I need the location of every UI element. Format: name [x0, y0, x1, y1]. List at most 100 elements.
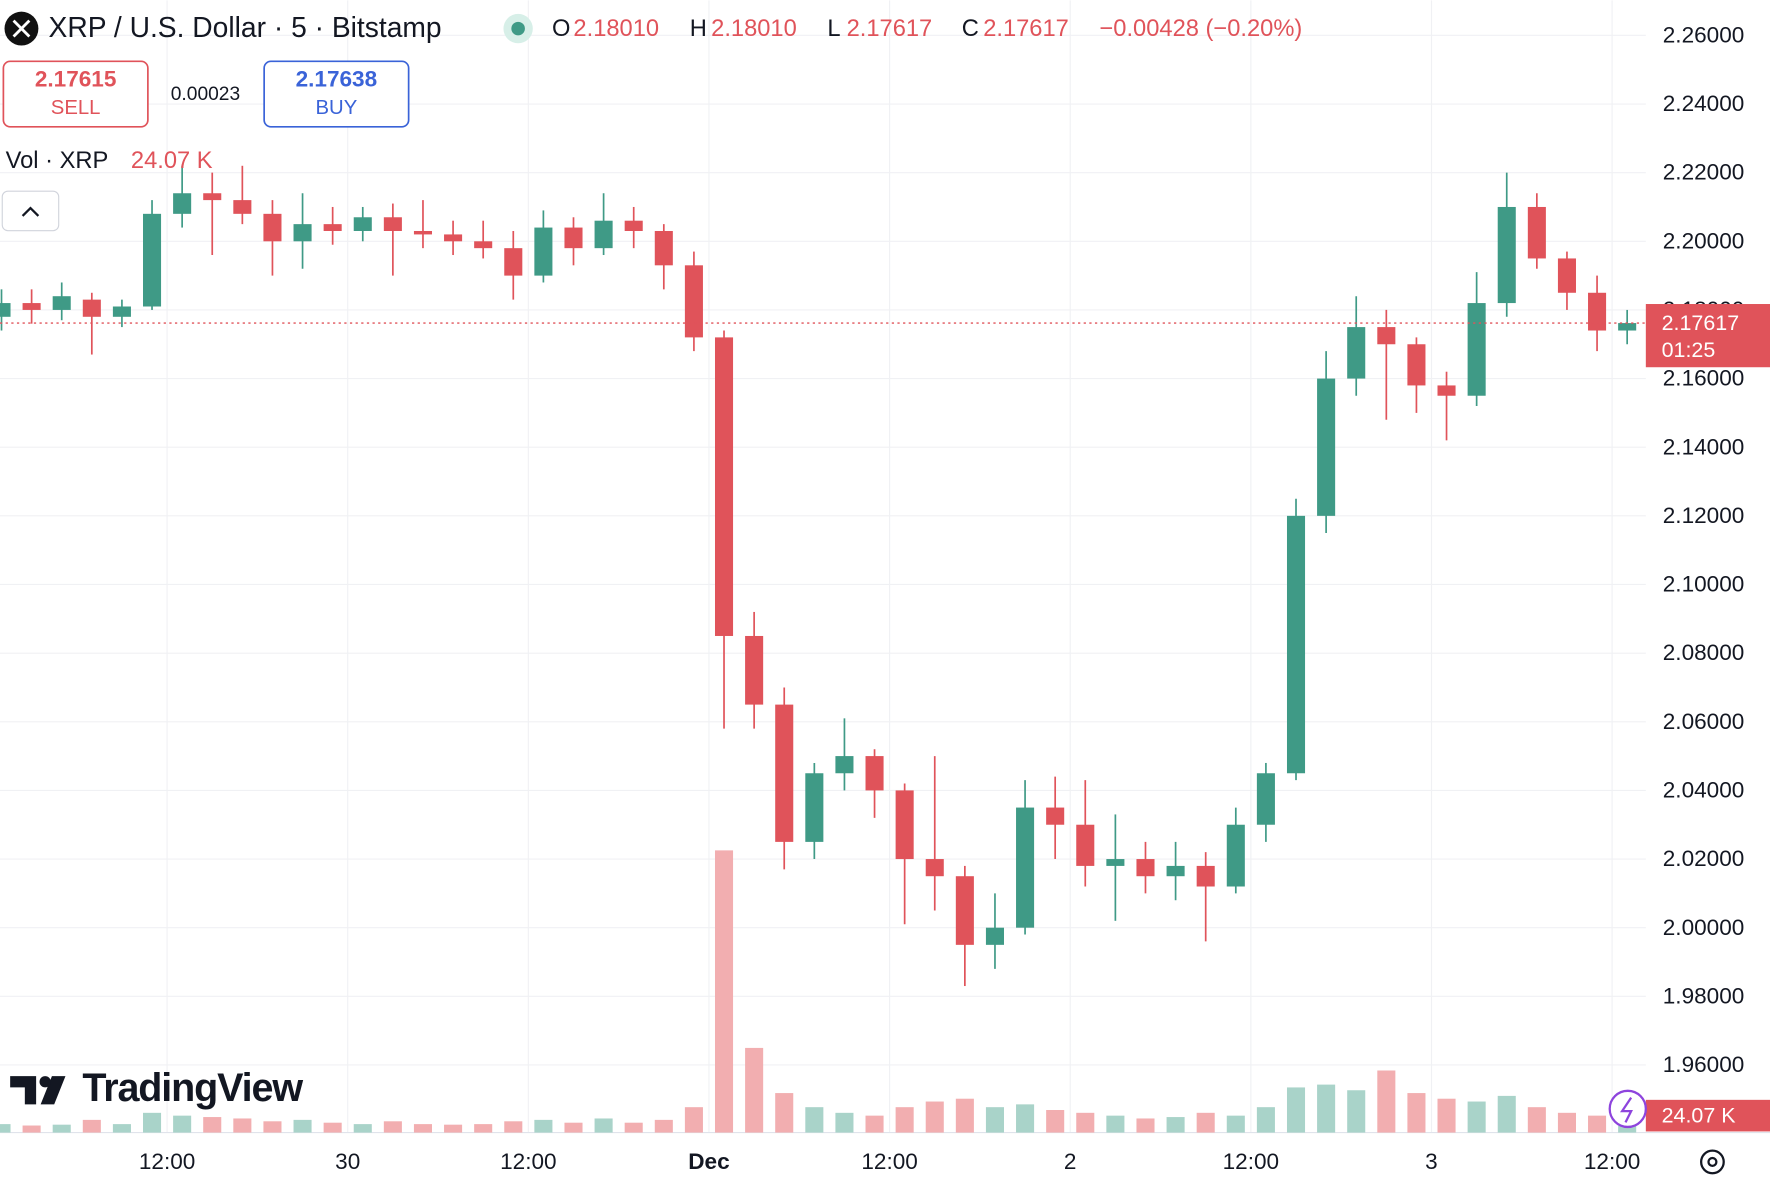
volume-bar [624, 1122, 643, 1133]
candle-body [1076, 824, 1095, 866]
candle-body [173, 193, 192, 214]
volume-bar [1557, 1112, 1576, 1133]
volume-bar [233, 1118, 252, 1133]
x-tick-label: Dec [688, 1149, 729, 1174]
candle-body [1377, 327, 1396, 345]
volume-bar [82, 1119, 101, 1133]
assistant-button[interactable] [1608, 1089, 1647, 1129]
x-tick-label: 3 [1425, 1149, 1438, 1174]
y-tick-label: 2.20000 [1663, 228, 1745, 253]
market-status-dot [511, 21, 525, 36]
logo-icon-dot [39, 1076, 51, 1088]
candle-body [925, 859, 944, 877]
candle-body [1407, 344, 1426, 386]
candle-body [1016, 807, 1035, 928]
volume-bar [293, 1119, 312, 1133]
candle-body [504, 248, 523, 276]
sell-price: 2.17615 [35, 66, 117, 91]
y-tick-label: 2.22000 [1663, 160, 1745, 185]
candle-body [624, 220, 643, 231]
candle-body [323, 224, 342, 231]
ohlc-label: L [827, 16, 840, 42]
candle-body [1286, 515, 1306, 774]
volume-bar [1016, 1104, 1035, 1133]
volume-bar [564, 1122, 583, 1133]
buy-price: 2.17638 [296, 66, 378, 91]
candle-body [714, 337, 734, 636]
settings-button[interactable] [1700, 1149, 1725, 1175]
ohlc-value: 2.18010 [711, 16, 797, 42]
candle-body [52, 296, 71, 310]
logo: TradingView [10, 1066, 304, 1110]
volume-bar [142, 1112, 162, 1133]
volume-bar [353, 1124, 372, 1133]
volume-bar [504, 1121, 523, 1133]
last-price-badge [1645, 304, 1770, 368]
candle-body [22, 303, 41, 310]
candle-body [1136, 859, 1155, 877]
x-tick-label: 12:00 [139, 1149, 195, 1174]
volume-bar [1497, 1095, 1516, 1133]
x-tick-label: 30 [335, 1149, 360, 1174]
volume-bar [112, 1124, 131, 1133]
symbol-title[interactable]: XRP / U.S. Dollar · 5 · Bitstamp [49, 11, 442, 43]
candle-body [895, 790, 914, 860]
y-tick-label: 2.00000 [1663, 915, 1745, 940]
volume-bar [714, 850, 734, 1133]
candle-body [112, 306, 131, 317]
volume-bar [835, 1112, 854, 1133]
volume-badge-text: 24.07 K [1662, 1103, 1737, 1127]
sell-button[interactable] [2, 60, 149, 128]
candle-body [1046, 807, 1065, 825]
logo-text: TradingView [82, 1066, 303, 1110]
volume-bar [1106, 1115, 1125, 1133]
candle-body [1557, 258, 1576, 293]
symbol-icon-mark [12, 19, 31, 38]
candle-body [805, 773, 824, 842]
candle-body [985, 927, 1004, 945]
y-tick-label: 2.24000 [1663, 91, 1745, 116]
candle-body [594, 220, 613, 249]
volume-bar [173, 1115, 192, 1133]
volume-bar [0, 1124, 11, 1133]
buy-button[interactable] [263, 60, 410, 128]
volume-bar [1377, 1070, 1396, 1133]
candle-body [684, 265, 703, 338]
badges: 2.17617 01:25 24.07 K [1608, 304, 1770, 1175]
candle-body [1106, 859, 1125, 866]
candle-body [474, 241, 493, 249]
buy-label: BUY [316, 97, 358, 119]
volume-bar [444, 1124, 463, 1133]
countdown: 01:25 [1662, 338, 1716, 362]
candle-body [654, 230, 673, 266]
assistant-icon [1620, 1096, 1633, 1123]
sell-label: SELL [51, 97, 101, 119]
candle-body [1256, 773, 1275, 825]
ohlc-value: 2.18010 [573, 16, 659, 42]
volume-bar [52, 1124, 71, 1133]
ohlc-label: H [690, 16, 707, 42]
collapse-button[interactable] [1, 190, 60, 232]
candle-body [1226, 824, 1245, 887]
volume-bar [203, 1117, 222, 1133]
collapse-icon [21, 206, 40, 217]
volume-bar [895, 1107, 914, 1133]
volume-bar [925, 1101, 944, 1133]
volume-bar [865, 1115, 884, 1133]
logo-icon [10, 1076, 66, 1105]
ohlc-label: C [962, 16, 979, 42]
candle-body [1347, 327, 1366, 379]
volume-bar [1076, 1112, 1095, 1133]
candle-body [0, 303, 11, 317]
candle-body [1527, 206, 1546, 259]
candle-body [353, 217, 372, 231]
volume-bar [1527, 1107, 1546, 1133]
candle-body [564, 227, 583, 249]
volume-bar [654, 1119, 673, 1133]
candle-body [383, 217, 402, 231]
candle-body [142, 213, 162, 307]
volume-bar [383, 1121, 402, 1133]
